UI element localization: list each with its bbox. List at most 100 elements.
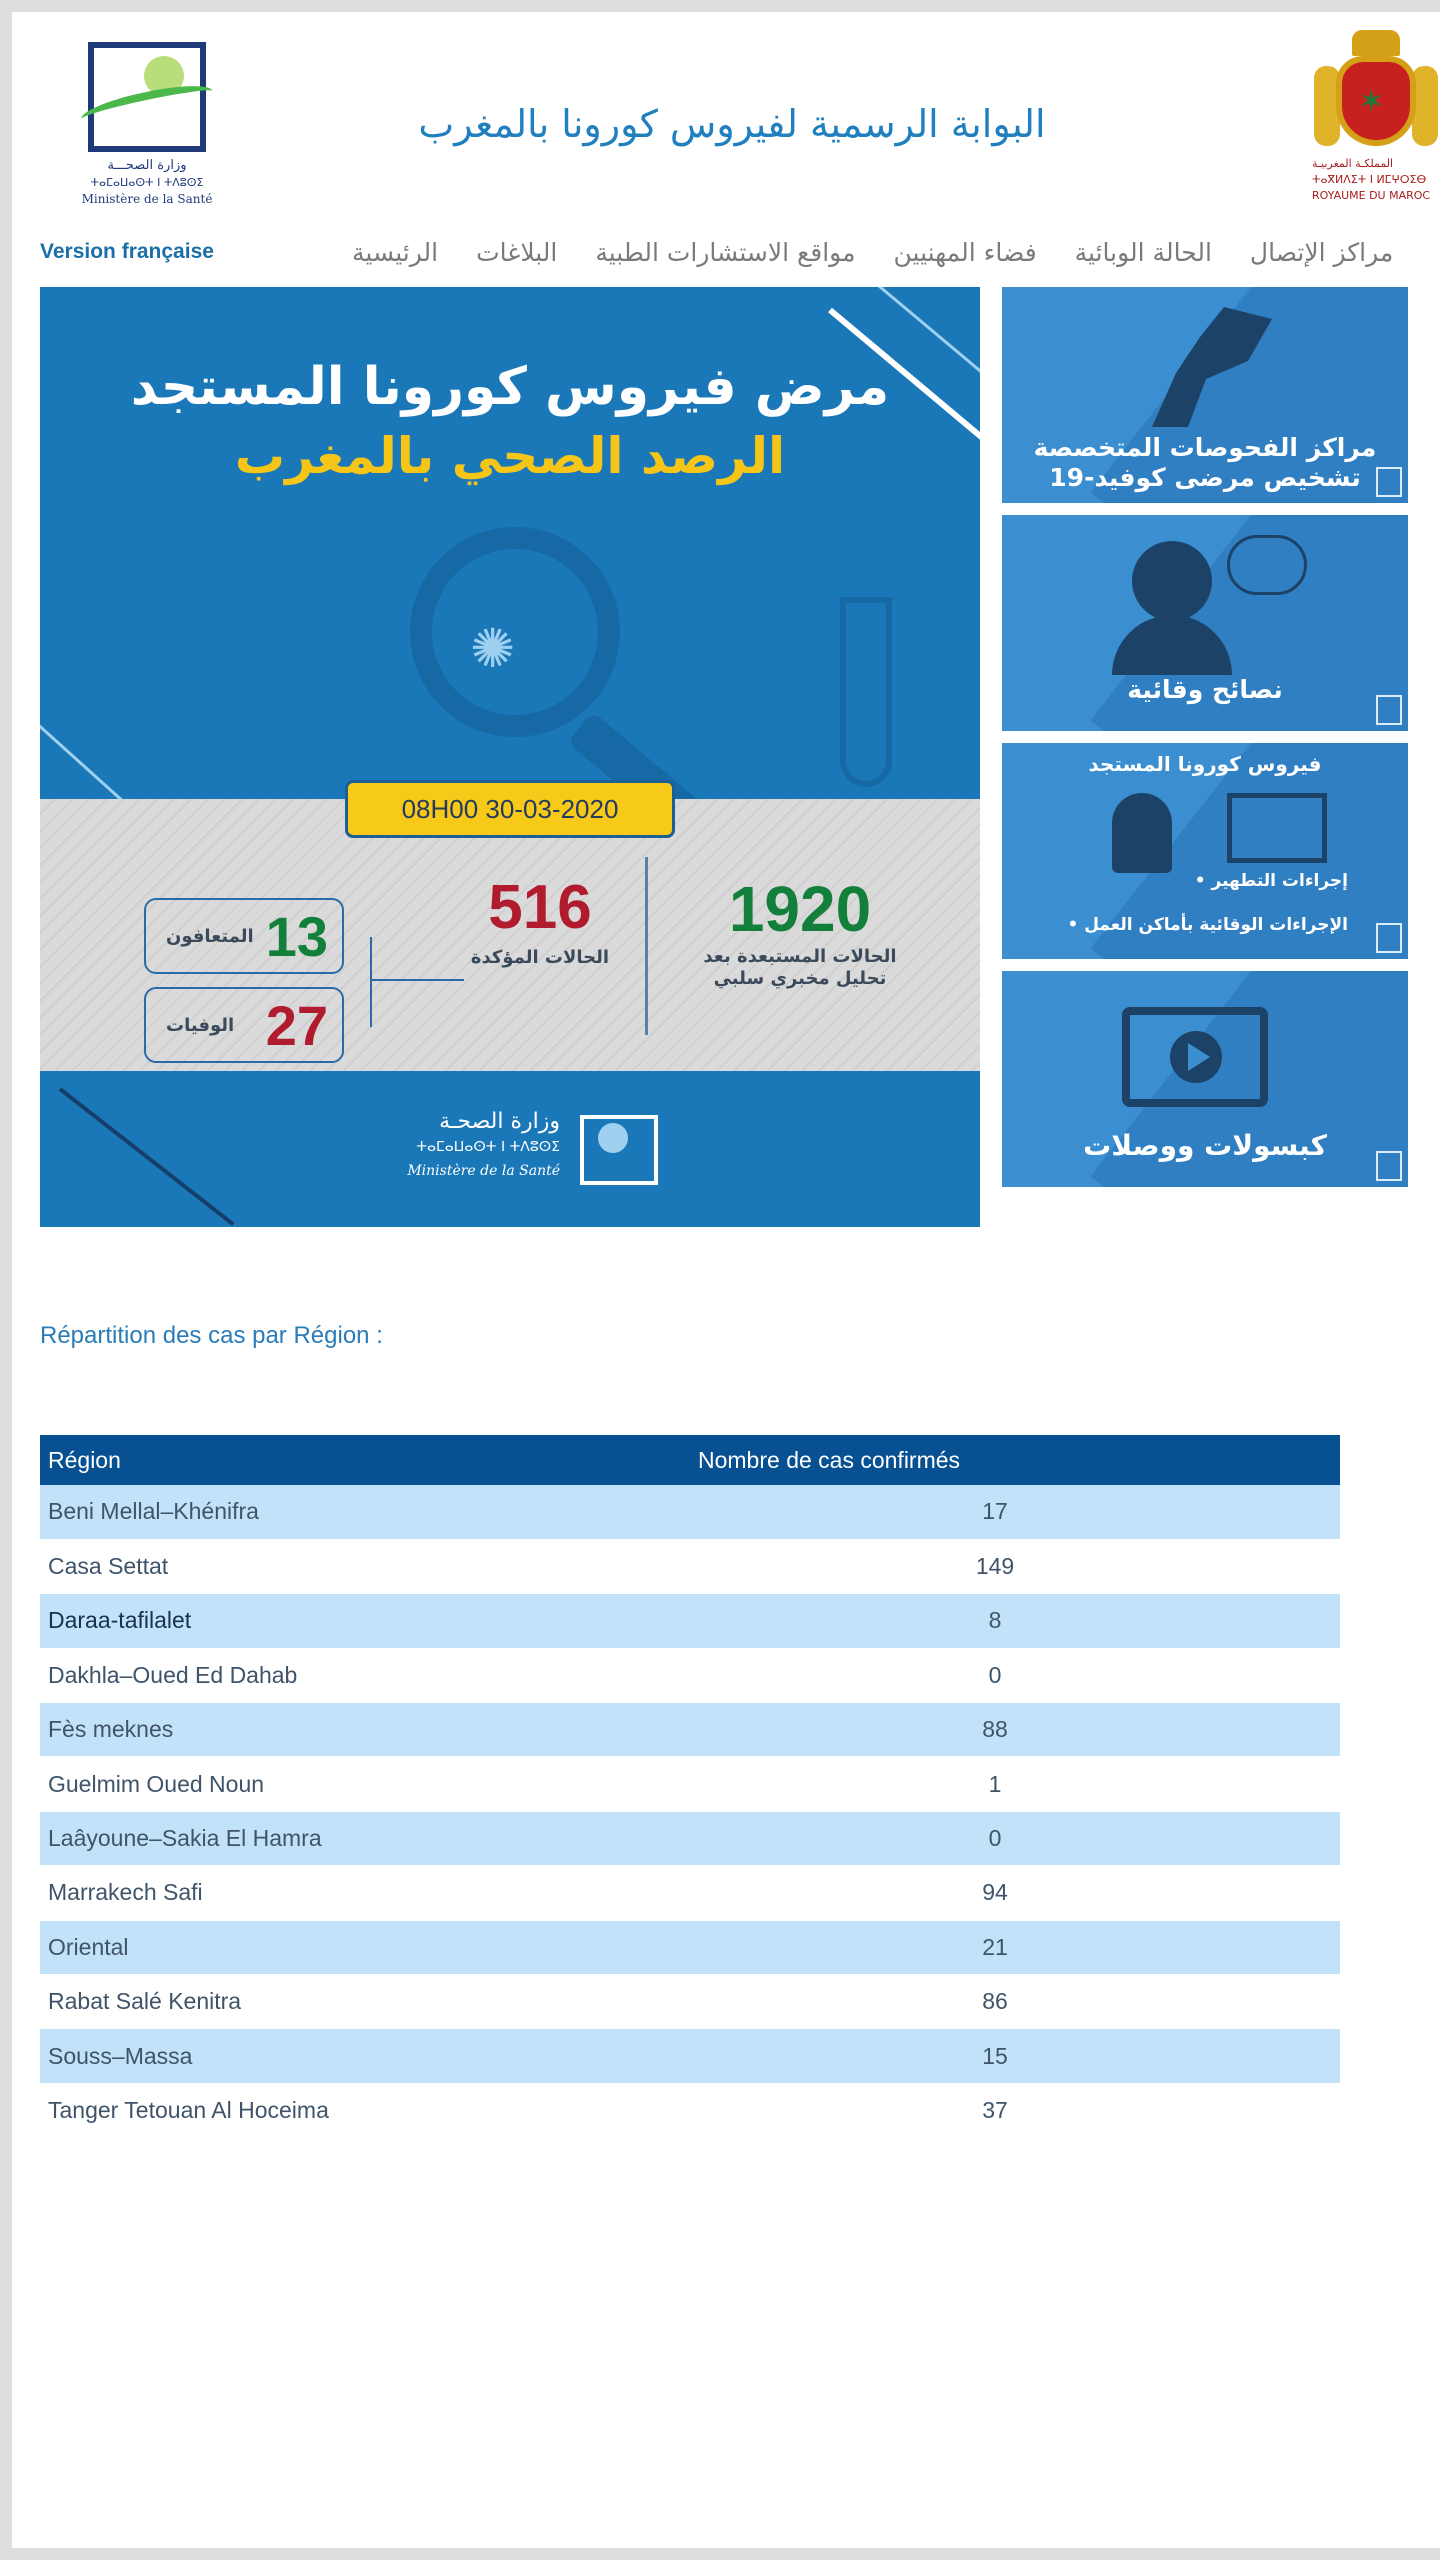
stat-confirmed: 516 الحالات المؤكدة [440, 872, 640, 968]
region-name: Fès meknes [40, 1702, 690, 1758]
table-row: Guelmim Oued Noun 1 [40, 1756, 1340, 1812]
region-name: Marrakech Safi [40, 1865, 690, 1921]
table-row: Fès meknes 88 [40, 1702, 1340, 1758]
ministry-of-health-logo[interactable]: وزارة الصحـــة ⵜⴰⵎⴰⵡⴰⵙⵜ ⵏ ⵜⴷⵓⵙⵉ Ministèr… [72, 30, 222, 215]
office-desk-icon [1227, 793, 1327, 863]
table-row: Daraa-tafilalet 8 [40, 1593, 1340, 1649]
nav-item-medical-consultation-sites[interactable]: مواقع الاستشارات الطبية [595, 238, 856, 267]
main-nav: الرئيسية البلاغات مواقع الاستشارات الطبي… [352, 238, 1396, 267]
ministry-logo-french: Ministère de la Santé [81, 192, 213, 206]
page: وزارة الصحـــة ⵜⴰⵎⴰⵡⴰⵙⵜ ⵏ ⵜⴷⵓⵙⵉ Ministèr… [12, 12, 1440, 2548]
card-workplace-measures[interactable]: فيروس كورونا المستجد إجراءات التطهير • ا… [1002, 743, 1408, 959]
logo-circle [144, 56, 184, 96]
region-count: 1 [690, 1756, 1340, 1812]
hero-footer-arabic: وزارة الصحـة [439, 1109, 560, 1134]
recovered-label: المتعافون [166, 925, 254, 947]
card-title-line-1: مراكز الفحوصات المتخصصة [1033, 433, 1377, 462]
region-count: 37 [690, 2083, 1340, 2139]
ministry-logo-tifinagh: ⵜⴰⵎⴰⵡⴰⵙⵜ ⵏ ⵜⴷⵓⵙⵉ [90, 176, 204, 189]
region-count: 86 [690, 1974, 1340, 2030]
deaths-count: 27 [265, 993, 328, 1057]
bracket-connector [372, 979, 464, 981]
table-row: Laâyoune–Sakia El Hamra 0 [40, 1811, 1340, 1867]
emblem-lion-left [1314, 66, 1340, 146]
hero-footer-logo-dot [598, 1123, 628, 1153]
emblem-text: المملكـة المغربيـة ⵜⴰⴳⵍⴷⵉⵜ ⵏ ⵍⵎⵖⵔⵉⴱ ROYA… [1312, 156, 1440, 204]
table-row: Souss–Massa 15 [40, 2028, 1340, 2084]
column-header-confirmed-cases: Nombre de cas confirmés [690, 1435, 1340, 1485]
stats-panel [40, 799, 980, 1071]
table-row: Dakhla–Oued Ed Dahab 0 [40, 1648, 1340, 1704]
table-row: Rabat Salé Kenitra 86 [40, 1974, 1340, 2030]
nav-item-home[interactable]: الرئيسية [352, 238, 439, 267]
ministry-logo-arabic: وزارة الصحـــة [107, 158, 187, 173]
region-name: Dakhla–Oued Ed Dahab [40, 1648, 690, 1704]
region-name: Daraa-tafilalet [40, 1593, 690, 1649]
nav-item-professionals-space[interactable]: فضاء المهنيين [893, 238, 1037, 267]
royal-emblem: ✶ المملكـة المغربيـة ⵜⴰⴳⵍⴷⵉⵜ ⵏ ⵍⵎⵖⵔⵉⴱ RO… [1312, 26, 1440, 216]
card-workplace-measures-title: فيروس كورونا المستجد [1088, 752, 1322, 776]
region-count: 21 [690, 1920, 1340, 1976]
qr-code-icon [1376, 467, 1402, 497]
hero-decor-line [58, 1087, 235, 1227]
virus-icon: ✺ [470, 617, 516, 680]
stat-excluded: 1920 الحالات المستبعدة بعد تحليل مخبري س… [680, 872, 920, 990]
region-count: 88 [690, 1702, 1340, 1758]
nav-item-announcements[interactable]: البلاغات [476, 238, 558, 267]
card-testing-centers-title: مراكز الفحوصات المتخصصة تشخيص مرضى كوفيد… [1012, 433, 1398, 493]
nav-item-epidemic-status[interactable]: الحالة الوبائية [1074, 238, 1212, 267]
qr-code-icon [1376, 695, 1402, 725]
hero-title: مرض فيروس كورونا المستجد [130, 357, 890, 417]
region-name: Tanger Tetouan Al Hoceima [40, 2083, 690, 2139]
stat-recovered: المتعافون 13 [144, 898, 344, 974]
emblem-arabic: المملكـة المغربيـة [1312, 157, 1394, 170]
table-row: Marrakech Safi 94 [40, 1865, 1340, 1921]
emblem-tifinagh: ⵜⴰⴳⵍⴷⵉⵜ ⵏ ⵍⵎⵖⵔⵉⴱ [1312, 173, 1427, 186]
region-name: Laâyoune–Sakia El Hamra [40, 1811, 690, 1867]
idea-bubble-icon [1227, 535, 1307, 595]
hero-footer-french: Ministère de la Santé [407, 1163, 560, 1179]
excluded-label-line-1: الحالات المستبعدة بعد [703, 946, 897, 967]
emblem-lion-right [1412, 66, 1438, 146]
region-name: Guelmim Oued Noun [40, 1756, 690, 1812]
regions-heading: Répartition des cas par Région : [40, 1322, 383, 1349]
card-capsules-spots[interactable]: كبسولات ووصلات [1002, 971, 1408, 1187]
table-row: Tanger Tetouan Al Hoceima 37 [40, 2083, 1340, 2139]
site-title: البوابة الرسمية لفيروس كورونا بالمغرب [418, 102, 1046, 146]
table-row: Oriental 21 [40, 1920, 1340, 1976]
person-head-icon [1132, 541, 1212, 621]
region-name: Casa Settat [40, 1539, 690, 1595]
excluded-label-line-2: تحليل مخبري سلبي [713, 968, 887, 989]
film-icon [1122, 1007, 1268, 1107]
region-count: 8 [690, 1593, 1340, 1649]
regions-table: Région Nombre de cas confirmés Beni Mell… [40, 1435, 1340, 2139]
region-name: Oriental [40, 1920, 690, 1976]
emblem-shield [1336, 56, 1416, 146]
confirmed-count: 516 [488, 873, 592, 942]
region-count: 0 [690, 1811, 1340, 1867]
card-testing-centers[interactable]: مراكز الفحوصات المتخصصة تشخيص مرضى كوفيد… [1002, 287, 1408, 503]
stat-divider [645, 857, 648, 1035]
date-badge: 08H00 30-03-2020 [345, 780, 675, 838]
hero-footer-tifinagh: ⵜⴰⵎⴰⵡⴰⵙⵜ ⵏ ⵜⴷⵓⵙⵉ [416, 1139, 560, 1155]
region-count: 0 [690, 1648, 1340, 1704]
excluded-count: 1920 [728, 873, 872, 945]
logo-frame [88, 42, 206, 152]
test-tube-icon [840, 597, 892, 787]
hero-subtitle: الرصد الصحي بالمغرب [234, 427, 786, 485]
stat-deaths: الوفيات 27 [144, 987, 344, 1063]
bracket-connector [370, 937, 372, 1027]
region-name: Rabat Salé Kenitra [40, 1974, 690, 2030]
deaths-label: الوفيات [166, 1014, 235, 1036]
table-row: Casa Settat 149 [40, 1539, 1340, 1595]
emblem-french: ROYAUME DU MAROC [1312, 189, 1431, 202]
card-prevention-tips[interactable]: نصائح وقائية [1002, 515, 1408, 731]
region-name: Souss–Massa [40, 2028, 690, 2084]
version-francaise-link[interactable]: Version française [40, 240, 214, 263]
card-title-line-2: تشخيص مرضى كوفيد-19 [1049, 463, 1361, 492]
emblem-crown [1352, 30, 1400, 56]
hero-footer-logo-icon [580, 1115, 658, 1185]
qr-code-icon [1376, 923, 1402, 953]
hero-banner[interactable]: مرض فيروس كورونا المستجد الرصد الصحي بال… [40, 287, 980, 1227]
nav-item-call-centers[interactable]: مراكز الإتصال [1249, 238, 1394, 267]
